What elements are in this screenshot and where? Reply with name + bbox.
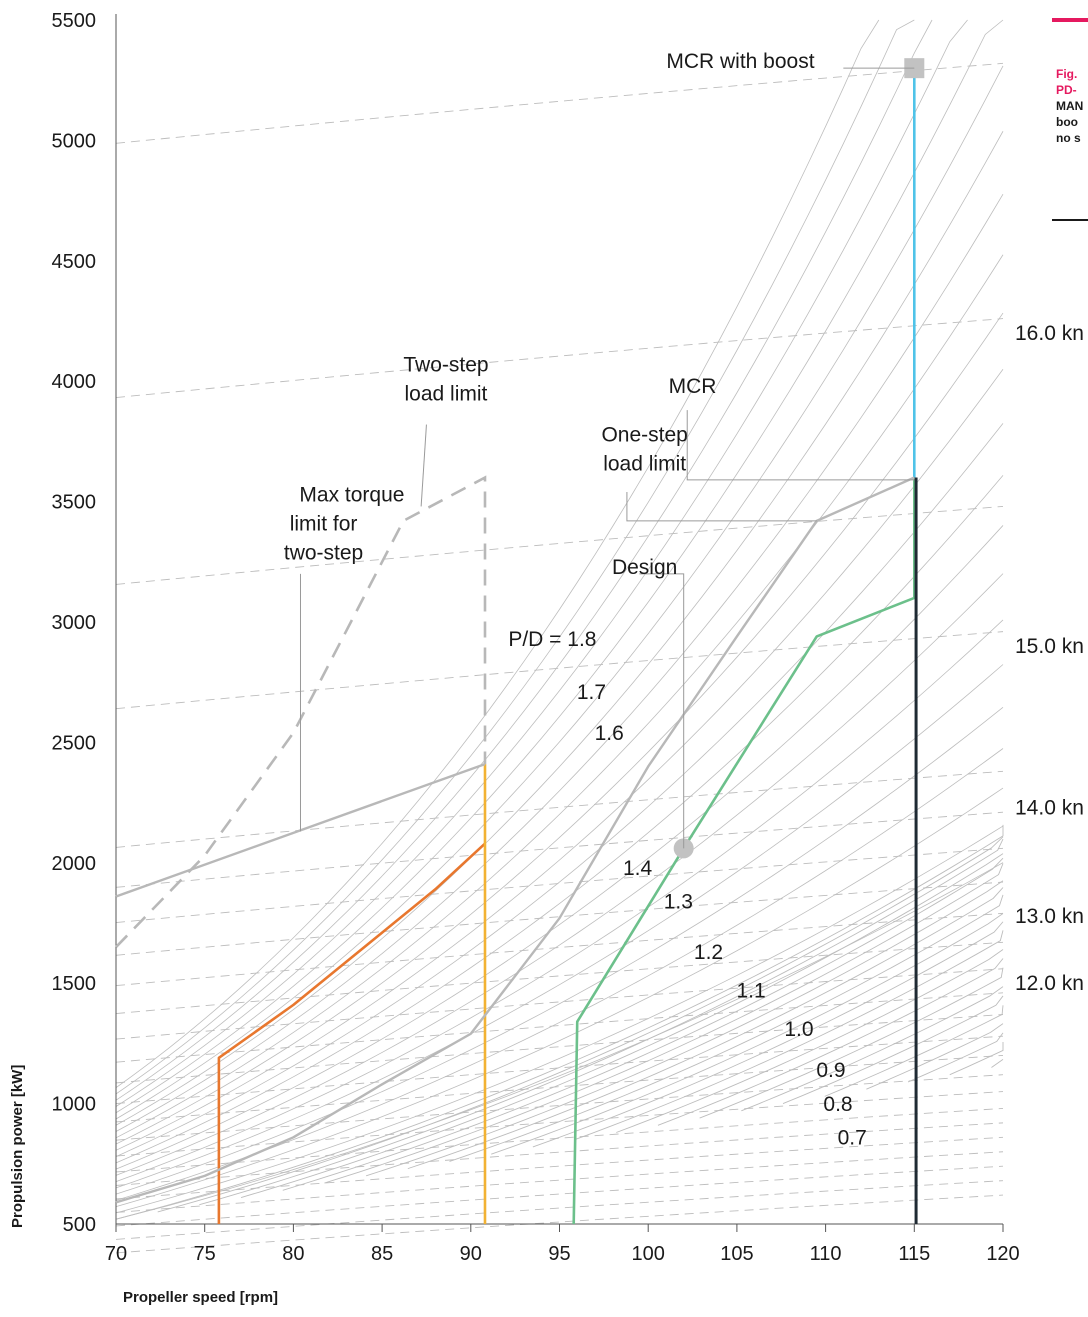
speed-label: 15.0 kn	[1015, 635, 1084, 658]
leader-mcr	[687, 410, 914, 480]
propeller-curve	[116, 20, 879, 1088]
pitch-label: 1.0	[784, 1018, 813, 1041]
propeller-curves	[116, 20, 1003, 1219]
x-tick-label: 90	[460, 1243, 482, 1265]
propeller-curve	[116, 475, 1003, 1162]
caption-figure-title: PD-	[1056, 82, 1088, 98]
speed-curve	[116, 506, 1003, 584]
speed-curve	[116, 1055, 1003, 1121]
y-axis-title: Propulsion power [kW]	[9, 1065, 26, 1228]
y-tick-label: 3500	[52, 492, 97, 514]
annotation-label: MCR with boost	[666, 50, 814, 73]
annotation-label: Design	[612, 556, 677, 579]
x-tick-label: 80	[282, 1243, 304, 1265]
propeller-curve	[741, 987, 1003, 1111]
speed-label: 13.0 kn	[1015, 905, 1084, 928]
speed-curve	[116, 771, 1003, 847]
x-tick-label: 70	[105, 1243, 127, 1265]
speed-curve	[116, 1092, 1003, 1157]
propeller-curve	[116, 66, 1003, 1119]
pitch-label: 1.7	[577, 681, 606, 704]
propeller-curve	[116, 20, 1003, 1113]
propeller-curve	[866, 1024, 1003, 1090]
pitch-label: 1.4	[623, 857, 653, 880]
speed-curve	[116, 1152, 1003, 1213]
pitch-label: 0.9	[816, 1059, 845, 1082]
speed-curve	[116, 1166, 1003, 1226]
propeller-curve	[116, 826, 1003, 1213]
y-tick-label: 2500	[52, 732, 97, 754]
leader-two-step	[421, 425, 426, 507]
y-tick-label: 3000	[52, 612, 97, 634]
caption-line-2: boo	[1056, 114, 1088, 130]
speed-curve	[116, 319, 1003, 398]
annotation-label: One-step	[601, 423, 687, 446]
propeller-curve	[450, 895, 1003, 1162]
pitch-label: 0.7	[838, 1127, 867, 1150]
y-tick-label: 5000	[52, 130, 97, 152]
figure-caption: Fig. PD- MAN boo no s	[1056, 66, 1088, 146]
propeller-curve	[116, 255, 1003, 1138]
annotation-label: load limit	[603, 452, 686, 475]
propeller-curve	[991, 1059, 1003, 1067]
pitch-label: 1.2	[694, 941, 723, 964]
propeller-curve	[116, 194, 1003, 1131]
x-tick-label: 110	[810, 1243, 842, 1265]
x-tick-label: 85	[371, 1243, 393, 1265]
pitch-label: 1.1	[736, 980, 765, 1003]
speed-label: 16.0 kn	[1015, 322, 1084, 345]
x-tick-label: 75	[194, 1243, 216, 1265]
y-tick-label: 2000	[52, 853, 97, 875]
x-tick-label: 105	[720, 1243, 753, 1265]
annotation-label: limit for	[290, 512, 358, 535]
annotation-label: two-step	[284, 541, 363, 564]
annotation-label: MCR	[669, 375, 717, 398]
x-tick-label: 115	[898, 1243, 930, 1265]
y-tick-label: 1500	[52, 973, 97, 995]
propeller-curve	[116, 20, 914, 1094]
pitch-label: 0.8	[823, 1093, 852, 1116]
caption-figure-label: Fig.	[1056, 66, 1088, 82]
pitch-label: P/D = 1.8	[508, 628, 596, 651]
x-axis-title: Propeller speed [rpm]	[123, 1289, 278, 1306]
propeller-curve	[783, 996, 1003, 1104]
ship-speed-dashed-curves	[116, 63, 1003, 1253]
caption-bottom-rule	[1052, 219, 1088, 221]
propeller-curve	[116, 749, 1003, 1201]
pitch-label: 1.6	[595, 722, 624, 745]
y-tick-label: 5500	[52, 10, 97, 32]
propeller-curve	[116, 423, 1003, 1156]
y-tick-label: 500	[63, 1214, 96, 1236]
y-tick-label: 4500	[52, 251, 97, 273]
x-tick-label: 100	[632, 1243, 665, 1265]
speed-curve	[116, 63, 1003, 143]
propeller-curve	[116, 313, 1003, 1144]
annotation-label: Max torque	[299, 484, 404, 507]
speed-curve	[116, 1108, 1003, 1172]
propeller-curve	[116, 620, 1003, 1182]
annotation-label: load limit	[405, 382, 488, 405]
x-tick-label: 95	[548, 1243, 570, 1265]
propeller-curve	[116, 788, 1003, 1207]
x-tick-label: 120	[986, 1243, 1019, 1265]
pitch-label: 1.3	[664, 891, 693, 914]
speed-curve	[116, 1036, 1003, 1103]
y-tick-label: 4000	[52, 371, 97, 393]
leader-design	[639, 574, 683, 849]
speed-label: 12.0 kn	[1015, 972, 1084, 995]
caption-line-3: no s	[1056, 130, 1088, 146]
caption-line-1: MAN	[1056, 98, 1088, 114]
propeller-curve	[283, 858, 1003, 1190]
y-tick-label: 1000	[52, 1094, 97, 1116]
speed-label: 14.0 kn	[1015, 796, 1084, 819]
caption-accent-rule	[1052, 18, 1088, 22]
speed-curve	[116, 1123, 1003, 1186]
annotation-label: Two-step	[403, 354, 488, 377]
propeller-curve	[116, 20, 932, 1100]
speed-curve	[116, 1137, 1003, 1199]
